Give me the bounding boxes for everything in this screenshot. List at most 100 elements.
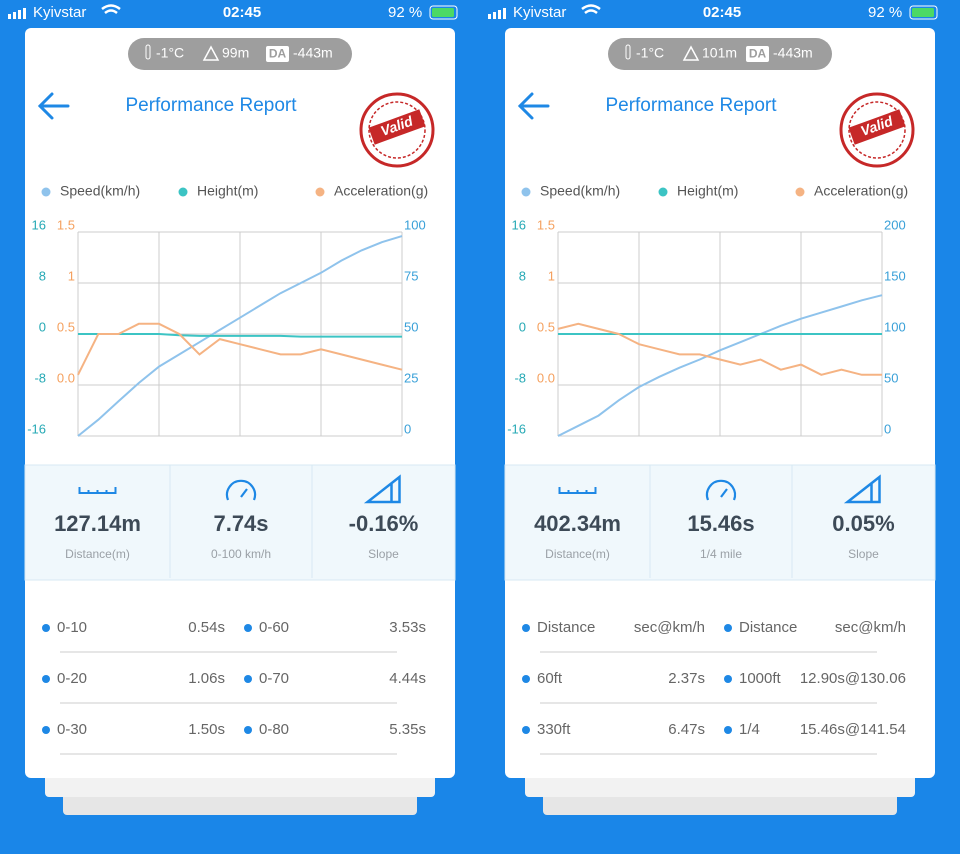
series-line bbox=[78, 333, 402, 338]
series-line bbox=[77, 322, 403, 376]
split-value: 15.46s@141.54 bbox=[800, 721, 906, 738]
split-name: 0-20 bbox=[57, 670, 87, 687]
split-name: 60ft bbox=[537, 670, 563, 687]
carrier: Kyivstar bbox=[33, 4, 86, 21]
signal-bar bbox=[498, 10, 501, 19]
split-name: 0-60 bbox=[259, 619, 289, 636]
split-value: 0.54s bbox=[188, 619, 225, 636]
legend-label: Height(m) bbox=[677, 183, 738, 199]
gauge-icon bbox=[225, 479, 257, 501]
battery-percent: 92 % bbox=[388, 4, 422, 21]
da-badge: DA bbox=[269, 47, 287, 61]
stat-label: Slope bbox=[368, 547, 399, 561]
legend-label: Speed(km/h) bbox=[60, 183, 140, 199]
legend-dot bbox=[41, 187, 51, 197]
signal-bar bbox=[18, 10, 21, 19]
ruler-icon bbox=[558, 487, 597, 494]
back-arrow[interactable] bbox=[37, 92, 70, 120]
acceleration-tick-label: 1 bbox=[68, 268, 75, 283]
bullet bbox=[724, 624, 732, 632]
split-value: 1.50s bbox=[188, 721, 225, 738]
legend-dot bbox=[658, 187, 668, 197]
battery-percent: 92 % bbox=[868, 4, 902, 21]
legend-label: Speed(km/h) bbox=[540, 183, 620, 199]
split-name: 1000ft bbox=[739, 670, 782, 687]
temperature: -1°C bbox=[156, 45, 184, 61]
height-tick-label: 0 bbox=[39, 319, 46, 334]
stat-label: Slope bbox=[848, 547, 879, 561]
split-name: 0-10 bbox=[57, 619, 87, 636]
legend-label: Acceleration(g) bbox=[814, 183, 908, 199]
bullet bbox=[724, 726, 732, 734]
acceleration-tick-label: 0.5 bbox=[57, 319, 75, 334]
split-value: sec@km/h bbox=[634, 619, 705, 636]
title: Performance Report bbox=[125, 95, 297, 116]
speed-tick-label: 150 bbox=[884, 268, 906, 283]
bullet bbox=[42, 726, 50, 734]
da-badge-bg bbox=[266, 46, 289, 62]
stat-label: Distance(m) bbox=[545, 547, 610, 561]
bullet bbox=[244, 726, 252, 734]
split-name: Distance bbox=[537, 619, 595, 636]
stat-value: 7.74s bbox=[213, 511, 268, 536]
title: Performance Report bbox=[605, 95, 777, 116]
stat-value: -0.16% bbox=[349, 511, 419, 536]
acceleration-tick-label: 1.5 bbox=[537, 217, 555, 232]
stats-panel bbox=[24, 464, 456, 581]
clock: 02:45 bbox=[223, 4, 261, 21]
bullet bbox=[244, 675, 252, 683]
carrier: Kyivstar bbox=[513, 4, 566, 21]
acceleration-tick-label: 1 bbox=[548, 268, 555, 283]
height-tick-label: -16 bbox=[27, 421, 46, 436]
height-tick-label: 16 bbox=[32, 217, 46, 232]
stamp-banner bbox=[848, 109, 906, 145]
signal-bar bbox=[503, 8, 506, 19]
bullet bbox=[522, 675, 530, 683]
speed-tick-label: 50 bbox=[404, 319, 418, 334]
split-value: 1.06s bbox=[188, 670, 225, 687]
speed-tick-label: 200 bbox=[884, 217, 906, 232]
legend-label: Height(m) bbox=[197, 183, 258, 199]
wifi-icon bbox=[101, 4, 121, 15]
bullet bbox=[42, 624, 50, 632]
split-name: 1/4 bbox=[739, 721, 760, 738]
thermometer-icon bbox=[625, 44, 631, 60]
da-badge: DA bbox=[749, 47, 767, 61]
series-line bbox=[77, 235, 403, 437]
bullet bbox=[244, 624, 252, 632]
split-value: 12.90s@130.06 bbox=[800, 670, 906, 687]
stat-value: 0.05% bbox=[832, 511, 894, 536]
legend-dot bbox=[178, 187, 188, 197]
thermometer-icon bbox=[145, 44, 151, 60]
height-tick-label: 8 bbox=[39, 268, 46, 283]
split-value: 5.35s bbox=[389, 721, 426, 738]
da-badge-bg bbox=[746, 46, 769, 62]
speed-tick-label: 25 bbox=[404, 370, 418, 385]
split-value: 2.37s bbox=[668, 670, 705, 687]
split-name: 330ft bbox=[537, 721, 571, 738]
split-name: 0-80 bbox=[259, 721, 289, 738]
back-arrow[interactable] bbox=[517, 92, 550, 120]
signal-bar bbox=[493, 12, 496, 19]
stamp-ring bbox=[368, 101, 426, 159]
temperature: -1°C bbox=[636, 45, 664, 61]
bullet bbox=[522, 726, 530, 734]
legend-dot bbox=[315, 187, 325, 197]
speed-tick-label: 0 bbox=[884, 421, 891, 436]
battery-icon bbox=[909, 5, 938, 20]
height-tick-label: -16 bbox=[507, 421, 526, 436]
speed-tick-label: 100 bbox=[404, 217, 426, 232]
stat-value: 127.14m bbox=[54, 511, 141, 536]
signal-bar bbox=[488, 14, 491, 19]
altitude-icon bbox=[202, 45, 220, 61]
split-value: sec@km/h bbox=[835, 619, 906, 636]
speed-tick-label: 0 bbox=[404, 421, 411, 436]
legend-label: Acceleration(g) bbox=[334, 183, 428, 199]
split-value: 3.53s bbox=[389, 619, 426, 636]
clock: 02:45 bbox=[703, 4, 741, 21]
battery-level bbox=[912, 8, 934, 17]
series-line bbox=[557, 322, 882, 376]
acceleration-tick-label: 0.0 bbox=[537, 370, 555, 385]
density-altitude: -443m bbox=[293, 45, 333, 61]
